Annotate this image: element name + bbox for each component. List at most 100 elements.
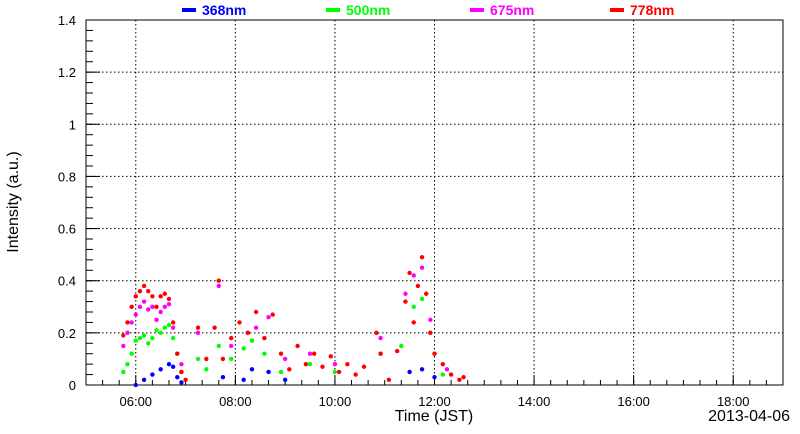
data-point [146, 288, 151, 294]
data-point [150, 335, 155, 341]
data-point [204, 367, 209, 372]
data-point [282, 356, 288, 362]
data-point [311, 351, 317, 356]
ticks: 06:00 08:00 10:00 12:00 14:00 16:00 18:00 0 0.2 0… [58, 13, 784, 409]
data-point [353, 372, 358, 377]
plot-frame [85, 19, 784, 386]
x-tick-label: 10:00 [319, 394, 352, 409]
data-point [137, 304, 143, 309]
data-point [158, 294, 163, 299]
data-point [419, 255, 425, 260]
data-point [278, 351, 284, 356]
series-368nm [133, 361, 437, 388]
data-point [428, 317, 433, 323]
data-point [195, 356, 201, 362]
data-point [229, 335, 234, 341]
data-point [175, 351, 180, 356]
legend-label: 675nm [490, 2, 534, 18]
data-point [440, 361, 445, 367]
data-point [399, 343, 404, 349]
data-point [253, 325, 259, 330]
data-point [216, 283, 221, 289]
data-point [220, 356, 226, 362]
data-point [121, 343, 126, 349]
data-point [407, 270, 412, 276]
legend-label: 368nm [202, 2, 246, 18]
data-point [154, 304, 159, 309]
data-point [133, 312, 138, 317]
data-point [457, 377, 462, 382]
y-tick-label: 1.4 [58, 13, 76, 28]
data-point [162, 304, 168, 309]
data-point [125, 320, 130, 325]
data-point [170, 325, 176, 330]
data-point [158, 309, 163, 315]
data-point [303, 361, 309, 367]
legend-swatch [470, 8, 484, 12]
data-point [403, 299, 408, 304]
data-point [411, 273, 416, 278]
data-point [374, 330, 379, 336]
series-778nm [121, 255, 466, 382]
data-point [407, 369, 412, 375]
data-point [411, 320, 416, 325]
data-point [162, 325, 168, 330]
y-axis-title: Intensity (a.u.) [5, 151, 22, 252]
data-point [216, 343, 221, 349]
data-point [204, 356, 209, 362]
data-point [129, 320, 134, 325]
data-point [336, 369, 342, 375]
data-point [386, 377, 392, 382]
data-point [133, 338, 138, 343]
data-point [146, 341, 151, 346]
data-point [150, 304, 155, 309]
data-point [332, 369, 338, 375]
data-point [332, 361, 338, 367]
grid [86, 20, 783, 385]
data-point [150, 294, 155, 299]
data-point [361, 364, 367, 369]
data-point [444, 367, 450, 372]
data-point [419, 367, 425, 372]
data-point [166, 301, 172, 307]
data-point [129, 304, 134, 309]
data-point [195, 330, 201, 336]
data-point [129, 351, 134, 356]
data-point [158, 367, 163, 372]
data-point [133, 382, 138, 388]
data-point [141, 377, 147, 382]
data-point [419, 265, 425, 270]
data-point [229, 343, 234, 349]
data-point [179, 361, 184, 367]
legend-swatch [182, 8, 196, 12]
data-point [448, 372, 454, 377]
data-point [282, 377, 288, 382]
legend-swatch [326, 8, 340, 12]
date-label: 2013-04-06 [708, 408, 790, 425]
x-tick-label: 08:00 [219, 394, 252, 409]
data-point [245, 330, 251, 336]
data-point [170, 320, 176, 325]
x-tick-label: 14:00 [518, 394, 551, 409]
data-point [216, 278, 221, 283]
y-tick-label: 0.6 [58, 222, 76, 237]
y-tick-label: 1.2 [58, 65, 76, 80]
data-point [249, 338, 255, 343]
data-point [179, 380, 184, 385]
data-point [141, 299, 147, 304]
y-tick-label: 0.4 [58, 274, 76, 289]
data-point [154, 328, 159, 333]
data-point [378, 351, 383, 356]
data-point [170, 335, 176, 341]
data-point [278, 369, 284, 375]
data-point [307, 351, 313, 356]
data-point [262, 351, 267, 356]
data-point [133, 294, 138, 299]
x-tick-label: 16:00 [617, 394, 650, 409]
series-675nm [121, 265, 450, 372]
data-point [125, 361, 130, 367]
data-point [241, 346, 246, 351]
data-point [411, 304, 416, 309]
data-point [428, 330, 433, 336]
data-point [432, 351, 437, 356]
